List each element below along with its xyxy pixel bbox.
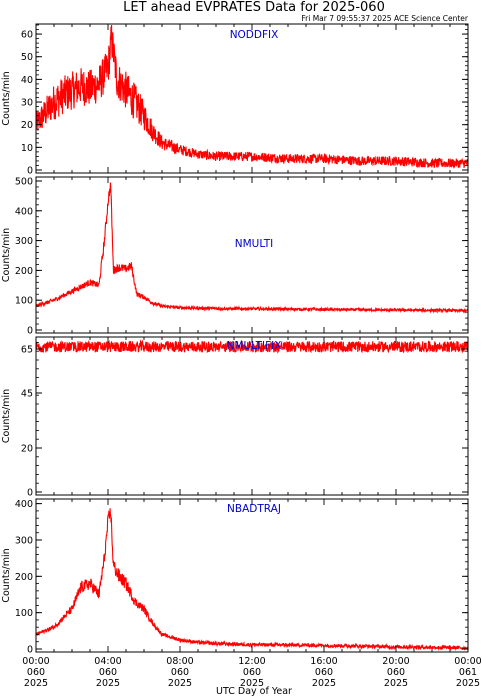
x-tick-label: 12:00 <box>238 656 265 667</box>
y-tick-label: 300 <box>15 236 33 247</box>
x-tick-label: 060 <box>99 667 117 678</box>
panel-label: NODDFIX <box>230 29 279 41</box>
y-tick-label: 500 <box>15 176 33 187</box>
y-tick-label: 50 <box>21 52 33 63</box>
y-axis-label: Counts/min <box>1 228 12 282</box>
x-tick-label: 060 <box>315 667 333 678</box>
x-tick-label: 2025 <box>168 678 192 689</box>
y-tick-label: 20 <box>21 444 33 455</box>
x-tick-label: 2025 <box>384 678 408 689</box>
x-tick-label: 060 <box>27 667 45 678</box>
x-tick-label: 060 <box>171 667 189 678</box>
x-tick-label: 2025 <box>312 678 336 689</box>
panel-noddfix: 0 10 20 30 40 50 60 Counts/min NODDFIX <box>1 23 469 177</box>
panel-nbadtraj: 0 100 200 300 400 Counts/min NBADTRAJ <box>1 498 469 656</box>
x-tick-label: 2025 <box>240 678 264 689</box>
y-tick-label: 0 <box>27 326 33 337</box>
y-tick-label: 100 <box>15 608 33 619</box>
y-tick-label: 45 <box>21 389 33 400</box>
y-tick-label: 0 <box>27 166 33 177</box>
panel-nmulti: 0 100 200 300 400 500 Counts/min NMULTI <box>1 176 469 337</box>
y-tick-label: 10 <box>21 143 33 154</box>
plot-frame <box>35 23 469 174</box>
y-tick-label: 60 <box>21 30 33 41</box>
y-tick-label: 400 <box>15 206 33 217</box>
x-tick-label: 2025 <box>24 678 48 689</box>
y-tick-label: 200 <box>15 266 33 277</box>
x-tick-label: 00:00 <box>22 656 49 667</box>
panel-label: NBADTRAJ <box>227 503 281 515</box>
x-axis: 00:00060202504:00060202508:00060202512:0… <box>22 656 481 689</box>
panel-label: NMULTIFIX <box>227 340 282 352</box>
y-tick-label: 0 <box>27 488 33 499</box>
x-tick-label: 060 <box>243 667 261 678</box>
x-tick-label: 061 <box>459 667 477 678</box>
x-tick-label: 060 <box>387 667 405 678</box>
panel-nmultifix: 0 20 45 65 Counts/min NMULTIFIX <box>1 336 469 499</box>
y-tick-label: 300 <box>15 535 33 546</box>
y-axis-label: Counts/min <box>1 71 12 125</box>
trace-nmulti <box>35 182 469 314</box>
plot-frame <box>35 498 469 653</box>
y-axis-label: Counts/min <box>1 389 12 443</box>
y-tick-label: 40 <box>21 75 33 86</box>
y-tick-label: 0 <box>27 645 33 656</box>
x-tick-label: 2025 <box>456 678 480 689</box>
trace-nbadtraj <box>35 508 469 652</box>
x-tick-label: 20:00 <box>382 656 409 667</box>
panels: 0102030405060Counts/minNODDFIX0100200300… <box>1 23 469 656</box>
x-tick-label: 00:00 <box>454 656 481 667</box>
trace-nmultifix <box>35 339 469 354</box>
x-tick-label: 04:00 <box>94 656 121 667</box>
x-tick-label: 08:00 <box>166 656 193 667</box>
y-tick-label: 65 <box>21 345 33 356</box>
figure-title: LET ahead EVPRATES Data for 2025-060 <box>123 0 385 15</box>
x-tick-label: 2025 <box>96 678 120 689</box>
y-axis-label: Counts/min <box>1 548 12 602</box>
y-tick-label: 400 <box>15 499 33 510</box>
timestamp: Fri Mar 7 09:55:37 2025 ACE Science Cent… <box>301 14 469 23</box>
plot-frame <box>35 336 469 496</box>
y-tick-label: 100 <box>15 296 33 307</box>
y-tick-label: 20 <box>21 120 33 131</box>
y-tick-label: 30 <box>21 98 33 109</box>
x-tick-label: 16:00 <box>310 656 337 667</box>
panel-label: NMULTI <box>235 238 274 250</box>
trace-noddfix <box>35 24 468 169</box>
y-tick-label: 200 <box>15 572 33 583</box>
x-axis-label: UTC Day of Year <box>216 686 292 697</box>
